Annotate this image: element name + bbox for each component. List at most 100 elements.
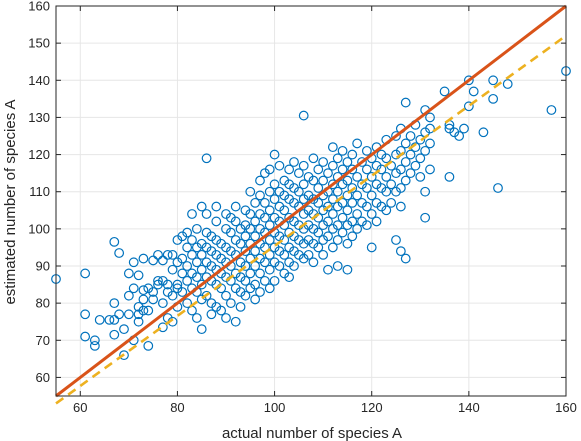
- data-point: [342, 190, 353, 201]
- data-point: [138, 294, 149, 305]
- data-point: [391, 131, 401, 141]
- data-point: [255, 287, 265, 297]
- data-point: [454, 131, 465, 141]
- data-point: [308, 257, 319, 268]
- data-point: [177, 287, 188, 297]
- data-point: [332, 220, 343, 231]
- data-point: [313, 242, 324, 253]
- data-point: [405, 168, 416, 179]
- data-point: [342, 175, 353, 186]
- data-point: [313, 227, 324, 238]
- data-point: [157, 255, 168, 266]
- data-point: [381, 205, 392, 216]
- data-point: [425, 112, 435, 123]
- data-point: [250, 216, 261, 227]
- data-point: [230, 216, 241, 227]
- data-point: [264, 264, 275, 275]
- x-tick-label: 80: [170, 400, 184, 415]
- data-point: [342, 157, 353, 167]
- data-point: [196, 201, 207, 212]
- data-point: [240, 290, 251, 301]
- data-point: [323, 216, 333, 227]
- data-point: [361, 201, 372, 212]
- data-point: [119, 350, 129, 361]
- data-point: [347, 216, 358, 227]
- data-point: [148, 255, 159, 266]
- data-point: [332, 186, 343, 197]
- data-point: [381, 171, 392, 182]
- data-point: [313, 164, 324, 175]
- data-point: [395, 183, 406, 193]
- data-point: [332, 235, 343, 245]
- y-tick-label: 80: [36, 296, 50, 311]
- y-tick-label: 60: [36, 370, 50, 385]
- data-point: [177, 253, 188, 264]
- data-point: [415, 153, 426, 164]
- data-point: [235, 238, 246, 249]
- data-point: [172, 279, 183, 290]
- data-point: [366, 209, 377, 219]
- data-point: [323, 231, 333, 242]
- data-point: [187, 235, 197, 245]
- data-point: [415, 134, 426, 145]
- data-point: [250, 294, 261, 305]
- data-point: [289, 157, 299, 167]
- data-point: [225, 227, 236, 238]
- data-point: [327, 209, 338, 219]
- data-point: [245, 253, 256, 264]
- data-point: [240, 231, 251, 242]
- data-point: [293, 168, 304, 179]
- fit-line: [55, 34, 567, 405]
- data-point: [201, 209, 212, 219]
- data-point: [425, 123, 435, 134]
- data-point: [196, 279, 207, 290]
- data-point: [327, 142, 338, 153]
- data-point: [488, 93, 499, 104]
- data-point: [250, 197, 261, 208]
- data-point: [269, 194, 280, 205]
- data-point: [264, 186, 275, 197]
- data-point: [240, 261, 251, 271]
- data-point: [114, 248, 125, 258]
- data-point: [196, 324, 207, 335]
- data-point: [201, 290, 212, 301]
- data-point: [109, 314, 120, 325]
- data-point: [80, 331, 91, 342]
- data-point: [400, 157, 411, 167]
- data-point: [493, 183, 503, 193]
- data-point: [235, 301, 246, 312]
- data-point: [250, 246, 261, 257]
- data-point: [337, 227, 348, 238]
- data-point: [400, 138, 411, 149]
- data-point: [459, 123, 469, 134]
- data-point: [94, 314, 105, 325]
- data-point: [123, 290, 134, 301]
- data-point: [337, 164, 348, 175]
- data-point: [425, 164, 435, 175]
- data-point: [269, 179, 280, 190]
- x-tick-label: 100: [264, 400, 286, 415]
- data-point: [468, 86, 479, 97]
- y-tick-label: 70: [36, 333, 50, 348]
- x-tick-label: 60: [73, 400, 87, 415]
- data-point: [80, 268, 91, 279]
- data-point: [395, 164, 406, 175]
- data-point: [240, 246, 251, 257]
- data-point: [191, 223, 202, 234]
- data-point: [187, 249, 197, 260]
- data-point: [123, 309, 134, 320]
- data-point: [245, 268, 256, 279]
- data-point: [255, 190, 265, 201]
- data-point: [289, 261, 299, 271]
- data-point: [230, 201, 241, 212]
- data-point: [138, 305, 149, 316]
- data-point: [327, 242, 338, 253]
- data-point: [104, 314, 115, 325]
- data-point: [381, 186, 392, 197]
- data-point: [196, 249, 207, 260]
- data-point: [196, 264, 207, 275]
- data-point: [361, 145, 372, 156]
- data-point: [463, 101, 474, 112]
- data-point: [347, 231, 358, 242]
- data-point: [478, 127, 489, 138]
